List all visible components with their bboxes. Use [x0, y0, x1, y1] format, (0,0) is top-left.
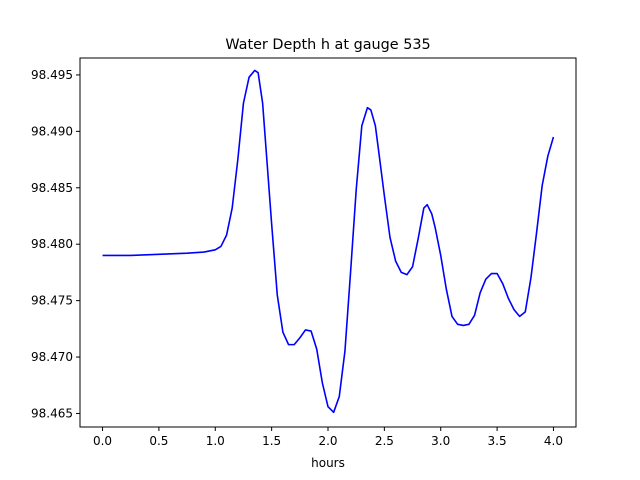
x-axis-label: hours: [311, 456, 345, 470]
y-tick-label: 98.495: [31, 68, 73, 82]
x-axis-ticks: 0.0 0.5 1.0 1.5 2.0 2.5 3.0 3.5 4.0: [93, 427, 563, 448]
y-tick-label: 98.465: [31, 406, 73, 420]
x-tick-label: 2.0: [318, 434, 337, 448]
y-tick-label: 98.485: [31, 181, 73, 195]
y-tick-label: 98.475: [31, 294, 73, 308]
x-tick-label: 4.0: [544, 434, 563, 448]
x-tick-label: 0.5: [149, 434, 168, 448]
series-line-0: [102, 69, 555, 414]
y-axis-ticks: 98.465 98.470 98.475 98.480 98.485 98.490 98.4…: [31, 68, 80, 420]
x-tick-label: 2.5: [375, 434, 394, 448]
y-tick-label: 98.480: [31, 237, 73, 251]
plot-area: [102, 69, 555, 414]
x-tick-label: 1.5: [262, 434, 281, 448]
x-tick-label: 3.0: [431, 434, 450, 448]
y-tick-label: 98.490: [31, 124, 73, 138]
x-tick-label: 1.0: [206, 434, 225, 448]
x-tick-label: 0.0: [93, 434, 112, 448]
chart-title: Water Depth h at gauge 535: [225, 37, 430, 53]
x-tick-label: 3.5: [488, 434, 507, 448]
y-tick-label: 98.470: [31, 350, 73, 364]
